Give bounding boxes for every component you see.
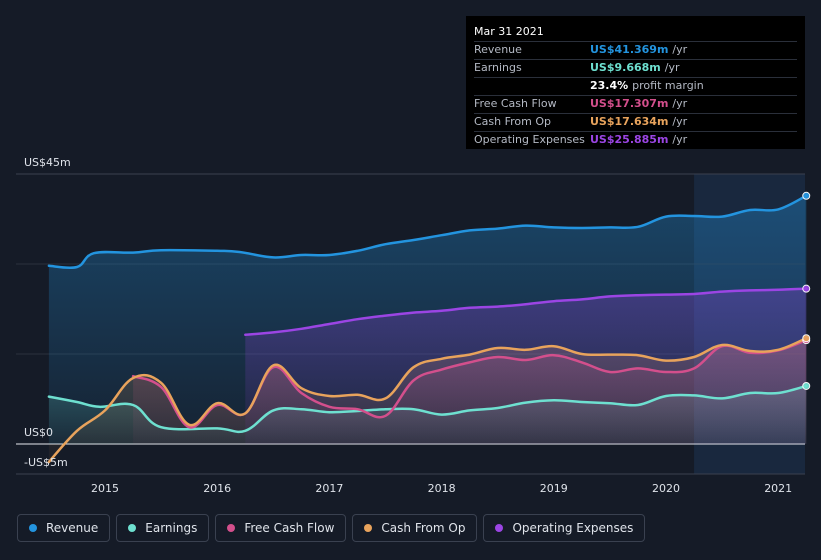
tooltip-row-value: US$25.885m — [590, 133, 669, 146]
x-tick-label: 2021 — [764, 482, 792, 495]
legend-item-revenue[interactable]: Revenue — [17, 514, 111, 542]
tooltip-row: Revenue US$41.369m/yr — [474, 41, 797, 59]
legend-label: Free Cash Flow — [244, 521, 335, 535]
tooltip-row: Earnings US$9.668m/yr — [474, 59, 797, 77]
tooltip-row-unit: /yr — [672, 97, 688, 110]
tooltip-row-label: Operating Expenses — [474, 133, 585, 146]
legend-label: Earnings — [145, 521, 198, 535]
x-tick-label: 2019 — [540, 482, 568, 495]
tooltip-row: Operating Expenses US$25.885m/yr — [474, 131, 797, 149]
operating-expenses-area — [245, 288, 807, 444]
cash-from-op-line — [47, 336, 808, 464]
y-tick-label: US$45m — [24, 156, 71, 169]
y-tick-label: -US$5m — [24, 456, 68, 469]
tooltip-row: 23.4% profit margin — [474, 77, 797, 95]
x-tick-label: 2020 — [652, 482, 680, 495]
tooltip-row-label: Free Cash Flow — [474, 97, 557, 110]
tooltip-row-unit: profit margin — [632, 79, 704, 92]
operating-expenses-end-point — [802, 284, 811, 293]
tooltip-row-label: Earnings — [474, 61, 522, 74]
legend-dot-icon — [128, 524, 137, 532]
earnings-line — [47, 384, 808, 434]
legend-dot-icon — [227, 524, 236, 532]
operating-expenses-line — [244, 287, 808, 337]
tooltip-row-label: Cash From Op — [474, 115, 552, 128]
legend-item-cash-from-op[interactable]: Cash From Op — [352, 514, 478, 542]
chart: US$45m US$0 -US$5m 2015 2016 2017 2018 2019 202… — [16, 156, 811, 495]
x-tick-label: 2017 — [315, 482, 343, 495]
cash-from-op-end-point — [802, 334, 811, 343]
tooltip-row-value: US$17.307m — [590, 97, 669, 110]
tooltip-panel: Mar 31 2021 Revenue US$41.369m/yr Earnings… — [466, 16, 805, 149]
legend-dot-icon — [364, 524, 373, 532]
tooltip-row-value: 23.4% — [590, 79, 629, 92]
legend-label: Revenue — [46, 521, 99, 535]
legend-item-operating-expenses[interactable]: Operating Expenses — [483, 514, 646, 542]
tooltip-row: Free Cash Flow US$17.307m/yr — [474, 95, 797, 113]
tooltip-row-value: US$41.369m — [590, 43, 669, 56]
legend-label: Cash From Op — [381, 521, 466, 535]
series-areas — [48, 195, 807, 462]
tooltip-row-label — [474, 78, 590, 95]
legend-dot-icon — [495, 524, 504, 532]
revenue-line — [47, 194, 808, 270]
x-tick-label: 2018 — [428, 482, 456, 495]
tooltip-row-value: US$17.634m — [590, 115, 669, 128]
tooltip-row: Cash From Op US$17.634m/yr — [474, 113, 797, 131]
legend: Revenue Earnings Free Cash Flow Cash From O… — [17, 514, 646, 542]
tooltip-row-unit: /yr — [672, 115, 688, 128]
x-tick-label: 2016 — [203, 482, 231, 495]
tooltip-row-label: Revenue — [474, 43, 522, 56]
y-axis-labels: US$45m US$0 -US$5m — [24, 156, 71, 469]
x-axis-labels: 2015 2016 2017 2018 2019 2020 2021 — [91, 482, 792, 495]
tooltip-row-unit: /yr — [672, 133, 688, 146]
series-end-dots — [802, 191, 811, 390]
tooltip-date: Mar 31 2021 — [474, 25, 544, 38]
earnings-end-point — [802, 381, 811, 390]
revenue-end-point — [802, 191, 811, 200]
tooltip-row-unit: /yr — [664, 61, 680, 74]
x-tick-label: 2015 — [91, 482, 119, 495]
y-tick-label: US$0 — [24, 426, 53, 439]
tooltip-row-unit: /yr — [672, 43, 688, 56]
legend-dot-icon — [29, 524, 37, 532]
legend-item-earnings[interactable]: Earnings — [116, 514, 210, 542]
series-lines — [47, 194, 808, 464]
legend-item-free-cash-flow[interactable]: Free Cash Flow — [215, 514, 347, 542]
legend-label: Operating Expenses — [512, 521, 634, 535]
tooltip-row-value: US$9.668m — [590, 61, 661, 74]
